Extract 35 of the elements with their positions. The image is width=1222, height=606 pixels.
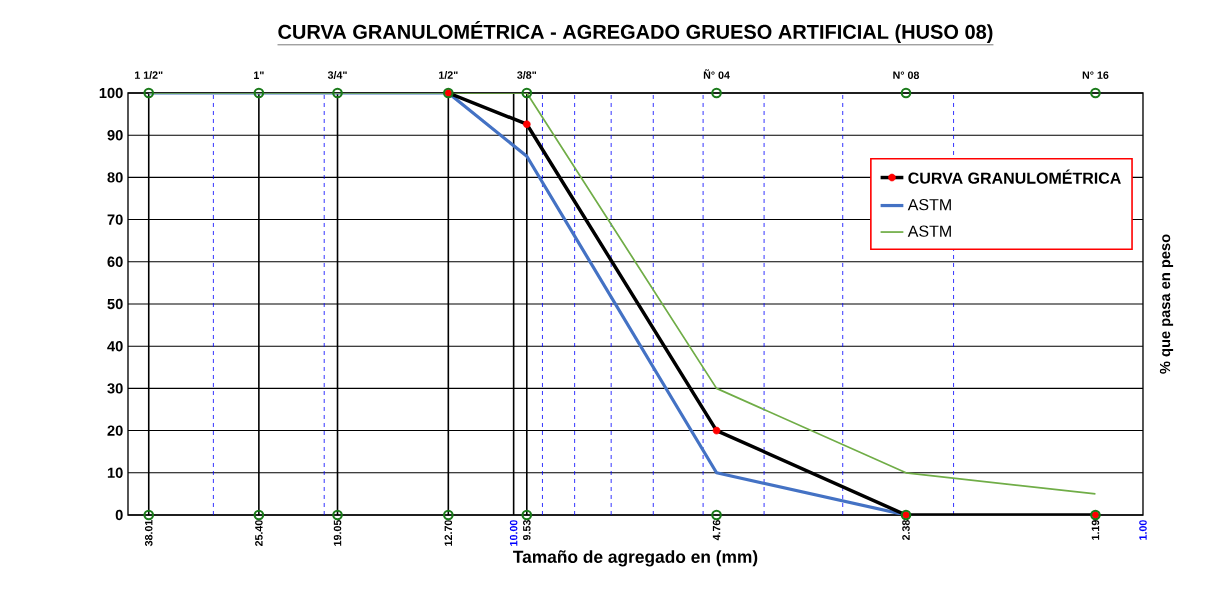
- x-tick-label: 9.53: [523, 520, 531, 541]
- y-tick-label: 90: [107, 130, 123, 141]
- annotation: 3/8": [517, 71, 537, 79]
- y-axis-title: % que pasa en peso: [1159, 234, 1174, 374]
- y-tick-label: 30: [107, 383, 123, 394]
- annotation: Ñ° 04: [703, 69, 730, 79]
- y-tick-label: 40: [107, 341, 123, 352]
- x-tick-label: 12.70: [444, 520, 453, 546]
- y-tick-label: 70: [107, 214, 123, 225]
- x-tick-label: 4.76: [712, 520, 721, 541]
- x-tick-label: 19.05: [333, 520, 342, 546]
- legend-label: ASTM: [907, 225, 951, 237]
- x-tick-label: 1.00: [1139, 520, 1147, 540]
- legend-label: CURVA GRANULOMÉTRICA: [908, 169, 1121, 184]
- legend-label: ASTM: [907, 198, 951, 211]
- y-tick-label: 20: [107, 425, 123, 436]
- x-tick-label: 1.19: [1091, 520, 1100, 540]
- annotation: 1": [254, 71, 264, 79]
- y-tick-label: 60: [107, 256, 123, 267]
- y-tick-label: 80: [107, 172, 123, 183]
- chart-title: CURVA GRANULOMÉTRICA - AGREGADO GRUESO ARTIFICIAL (HUSO 08): [278, 21, 993, 43]
- x-tick-label: 2.38: [902, 520, 910, 541]
- annotation: 1/2": [439, 71, 458, 79]
- y-tick-label: 10: [107, 467, 123, 478]
- y-tick-label: 50: [107, 298, 123, 310]
- y-tick-label: 100: [99, 87, 123, 99]
- x-axis-title: Tamaño de agregado en (mm): [513, 550, 758, 567]
- x-tick-label: 10.00: [509, 520, 518, 546]
- annotation: N° 08: [893, 71, 920, 79]
- x-tick-label: 38.01: [144, 520, 153, 547]
- annotation: 3/4": [327, 71, 347, 79]
- annotation: N° 16: [1082, 71, 1109, 79]
- y-tick-label: 0: [115, 509, 123, 521]
- annotation: 1 1/2": [135, 71, 163, 79]
- x-tick-label: 25.40: [255, 520, 263, 547]
